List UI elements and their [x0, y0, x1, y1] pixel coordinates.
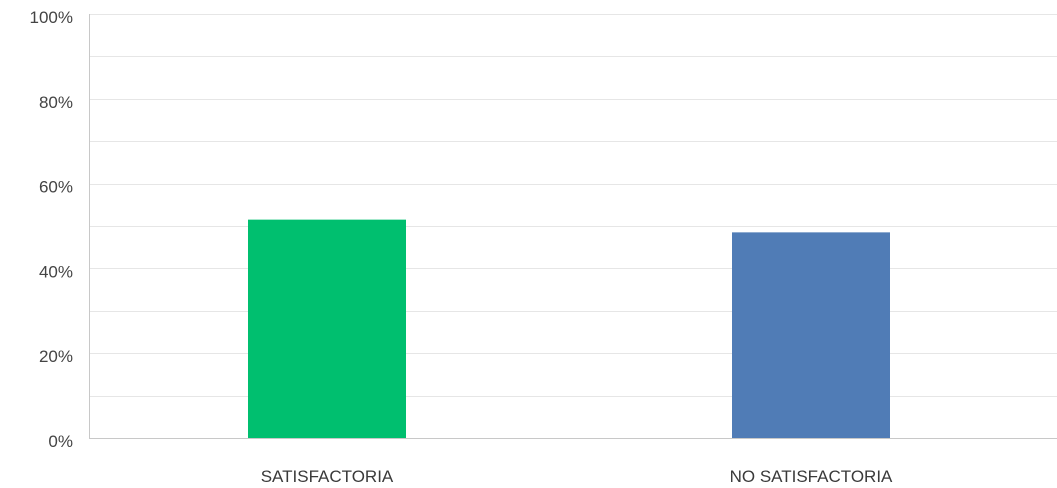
y-tick-label: 0%: [48, 432, 73, 451]
y-tick-label: 80%: [39, 93, 73, 112]
y-axis-tick-labels: 0% 20% 40% 60% 80% 100%: [30, 8, 73, 451]
x-category-label: SATISFACTORIA: [261, 467, 394, 486]
y-tick-label: 60%: [39, 178, 73, 197]
gridlines: [89, 14, 1057, 397]
y-tick-label: 100%: [30, 8, 73, 27]
y-tick-label: 40%: [39, 262, 73, 281]
bar-no-satisfactoria: [732, 232, 890, 438]
bars: [248, 219, 890, 438]
bar-satisfactoria: [248, 219, 406, 438]
x-axis-category-labels: SATISFACTORIA NO SATISFACTORIA: [261, 467, 893, 486]
x-category-label: NO SATISFACTORIA: [730, 467, 893, 486]
y-tick-label: 20%: [39, 347, 73, 366]
